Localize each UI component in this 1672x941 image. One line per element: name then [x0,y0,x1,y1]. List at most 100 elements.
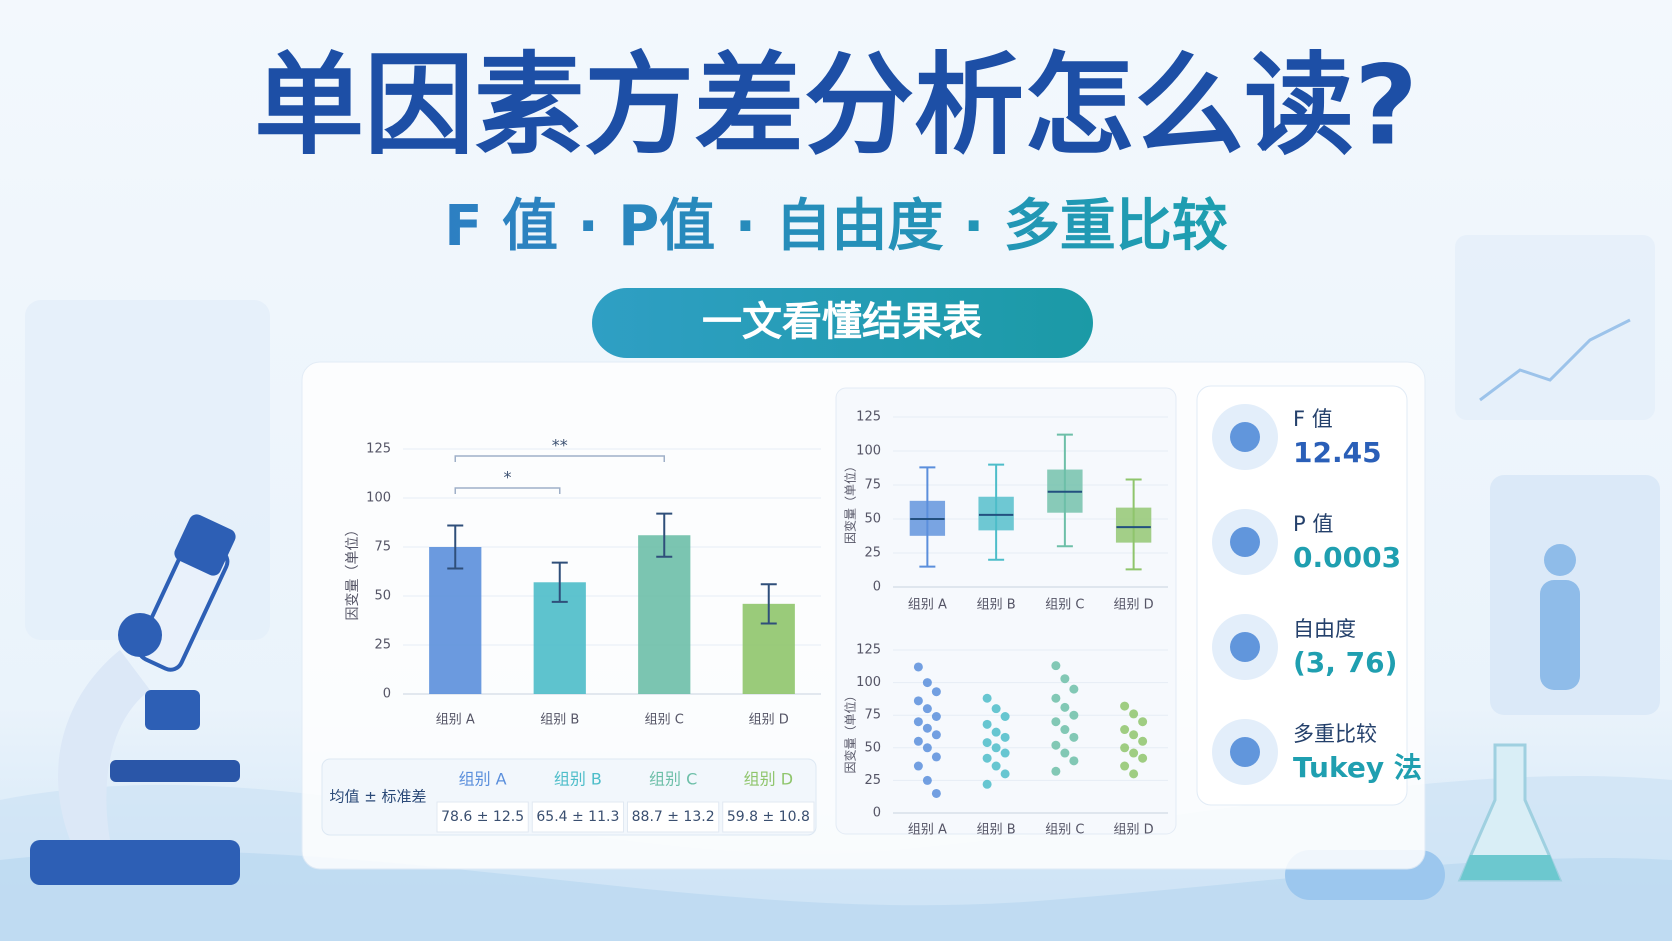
y-tick-label: 25 [374,638,391,653]
stat-value: Tukey 法 [1293,751,1422,784]
point [931,687,941,697]
point [1129,709,1139,719]
table: 均值 ± 标准差 组别 A 78.6 ± 12.5 组别 B 65.4 ± 11.3 组… [321,758,817,836]
point [1051,661,1061,671]
point [1000,712,1010,722]
stat-label: F 值 [1293,407,1333,431]
point [1120,761,1130,771]
table-cell [627,801,720,833]
point [913,662,923,672]
stat-icon [1230,527,1260,557]
point [931,730,941,740]
point [1129,748,1139,758]
point [991,727,1001,737]
x-tick-label: 组别 C [645,713,684,728]
point [1060,748,1070,758]
x-tick-label: 组别 C [1045,823,1084,838]
stat-label: P 值 [1293,512,1333,536]
y-axis-label: 因变量（单位） [843,689,858,773]
title: 单因素方差分析怎么读? [254,41,1418,169]
point [991,743,1001,753]
point [982,753,992,763]
y-tick-label: 25 [864,773,881,788]
error-bar [447,524,464,570]
deco-card [1455,235,1655,420]
x-tick-label: 组别 D [1114,823,1154,838]
significance-label: ** [552,436,568,455]
table-cell [531,801,624,833]
point [1069,732,1079,742]
y-tick-label: 25 [864,546,881,561]
error-bar [656,512,673,558]
point [1120,725,1130,735]
point [913,761,923,771]
point [922,704,932,714]
bar [429,547,482,694]
point [1069,756,1079,766]
y-tick-label: 0 [873,806,881,821]
point [1138,736,1148,746]
table-cell [722,801,815,833]
point [1000,732,1010,742]
column-header: 组别 A [459,770,507,789]
y-tick-label: 0 [873,580,881,595]
stat-value: (3, 76) [1293,646,1397,679]
point [1120,743,1130,753]
stat-icon [1230,632,1260,662]
x-tick-label: 组别 B [540,713,579,728]
wave [0,851,1672,941]
error-bar [760,583,777,625]
column-header: 组别 C [649,770,697,789]
point [913,696,923,706]
y-tick-label: 0 [383,687,391,702]
badge [592,288,1093,358]
point [1051,717,1061,727]
table-cell-text: 59.8 ± 10.8 [727,809,810,825]
point [922,678,932,688]
point [931,712,941,722]
y-tick-label: 50 [864,740,881,755]
y-tick-label: 75 [374,540,391,555]
column-header: 组别 D [744,770,793,789]
stats-card [1196,385,1408,806]
figure-head [1544,544,1576,576]
point [1051,740,1061,750]
column-header: 组别 B [554,770,602,789]
box [1115,507,1152,543]
y-tick-label: 100 [856,675,881,690]
stat-icon [1230,422,1260,452]
y-tick-label: 125 [856,643,881,658]
point [982,693,992,703]
box [978,496,1014,531]
y-tick-label: 125 [366,442,391,457]
y-tick-label: 50 [374,589,391,604]
y-tick-label: 100 [856,444,881,459]
y-tick-label: 75 [864,478,881,493]
point [1138,717,1148,727]
point [982,719,992,729]
badge-text: 一文看懂结果表 [702,299,982,345]
significance-bracket [454,487,561,494]
deco-line [1479,318,1631,402]
point [913,736,923,746]
stat-value: 0.0003 [1293,541,1401,574]
point [1060,725,1070,735]
y-axis-label: 因变量（单位） [843,460,858,544]
point [1120,701,1130,711]
stat-label: 自由度 [1293,617,1356,641]
point [982,779,992,789]
x-tick-label: 组别 D [749,713,789,728]
table-cell-text: 65.4 ± 11.3 [536,809,619,825]
x-tick-label: 组别 A [436,713,475,728]
stat-value: 12.45 [1293,436,1382,469]
point [922,743,932,753]
point [913,717,923,727]
table-cell-text: 88.7 ± 13.2 [632,809,715,825]
point [1138,753,1148,763]
y-tick-label: 75 [864,708,881,723]
point [1069,684,1079,694]
figure-body [1540,580,1580,690]
y-tick-label: 125 [856,410,881,425]
